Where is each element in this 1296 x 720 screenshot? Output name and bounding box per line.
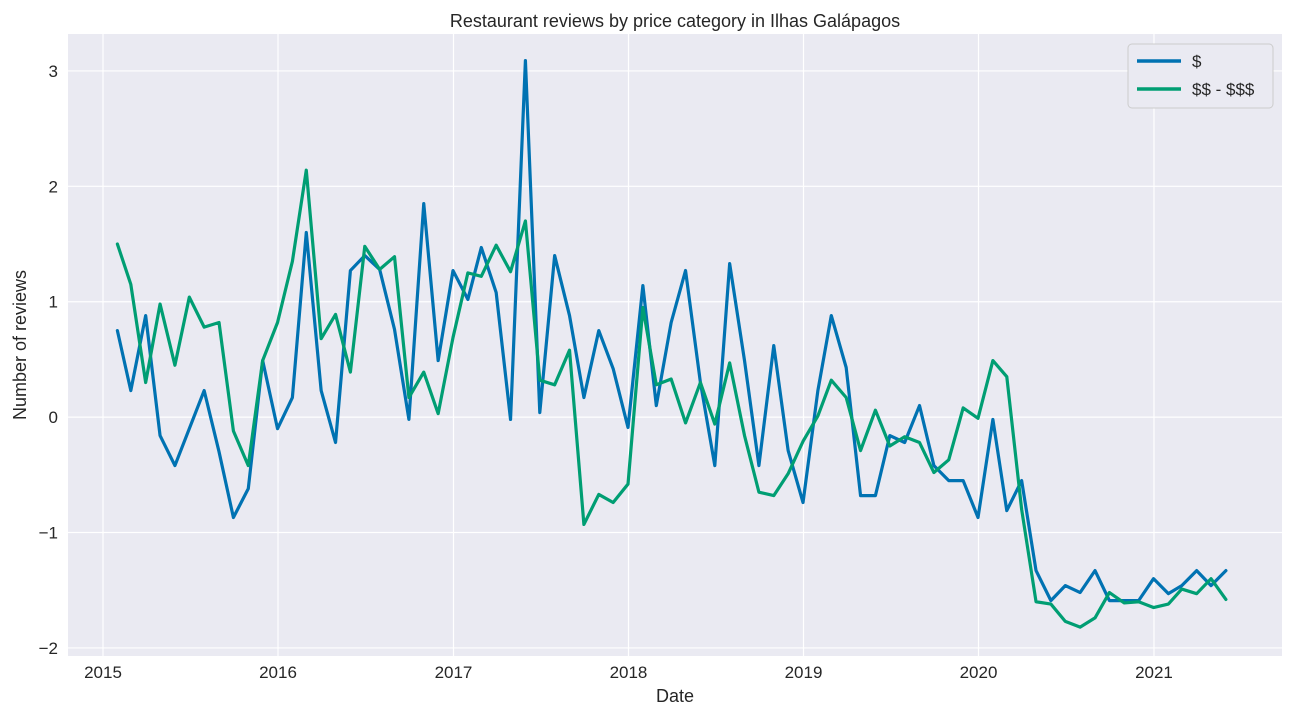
x-tick-label: 2019 [785,663,823,682]
y-tick-label: 1 [49,293,58,312]
series-lines [115,58,1228,629]
plot-background [68,34,1282,656]
legend-label-series-0: $ [1192,52,1202,71]
series-line-0 [115,58,1228,603]
y-axis-label: Number of reviews [10,270,30,420]
legend: $ $$ - $$$ [1127,43,1274,109]
x-tick-label: 2021 [1135,663,1173,682]
series-line-1 [115,168,1228,629]
x-axis-label: Date [656,686,694,706]
legend-label-series-1: $$ - $$$ [1192,80,1255,99]
x-tick-label: 2015 [84,663,122,682]
y-tick-label: 2 [49,177,58,196]
x-tick-label: 2017 [435,663,473,682]
chart-title: Restaurant reviews by price category in … [450,11,900,31]
y-tick-label: −1 [39,524,58,543]
x-tick-labels: 2015 2016 2017 2018 2019 2020 2021 [84,663,1173,682]
x-tick-label: 2016 [259,663,297,682]
x-tick-label: 2020 [960,663,998,682]
y-tick-labels: −2 −1 0 1 2 3 [39,62,58,658]
y-tick-label: 3 [49,62,58,81]
y-tick-label: 0 [49,408,58,427]
grid-lines [68,34,1282,656]
y-tick-label: −2 [39,639,58,658]
x-tick-label: 2018 [610,663,648,682]
